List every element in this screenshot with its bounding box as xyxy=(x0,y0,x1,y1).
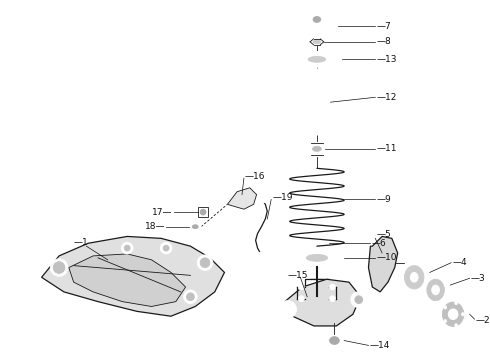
Text: —2: —2 xyxy=(475,316,490,325)
Text: —16: —16 xyxy=(245,172,266,181)
Ellipse shape xyxy=(307,107,326,113)
Ellipse shape xyxy=(200,209,206,215)
Text: —5: —5 xyxy=(376,230,391,239)
Text: —7: —7 xyxy=(376,22,391,31)
Text: —1: —1 xyxy=(74,238,88,247)
Ellipse shape xyxy=(304,69,330,76)
Polygon shape xyxy=(285,279,361,326)
Ellipse shape xyxy=(305,80,329,87)
Text: —15: —15 xyxy=(288,271,308,280)
Circle shape xyxy=(160,242,172,254)
Ellipse shape xyxy=(313,17,321,22)
Ellipse shape xyxy=(309,145,325,153)
Bar xyxy=(310,279,324,296)
Circle shape xyxy=(187,293,195,301)
Ellipse shape xyxy=(437,296,469,333)
Ellipse shape xyxy=(303,22,331,31)
Ellipse shape xyxy=(444,306,447,309)
Polygon shape xyxy=(368,237,398,292)
Text: —3: —3 xyxy=(470,274,486,283)
Text: —10: —10 xyxy=(376,253,397,262)
Text: —13: —13 xyxy=(376,55,397,64)
Ellipse shape xyxy=(306,255,328,261)
Polygon shape xyxy=(42,237,224,316)
Ellipse shape xyxy=(257,195,266,203)
Ellipse shape xyxy=(432,285,440,295)
Circle shape xyxy=(355,296,363,303)
Circle shape xyxy=(122,242,133,254)
Ellipse shape xyxy=(444,319,447,323)
Text: —8: —8 xyxy=(376,37,391,46)
Ellipse shape xyxy=(427,279,444,301)
Ellipse shape xyxy=(306,91,328,98)
Ellipse shape xyxy=(305,75,329,82)
Ellipse shape xyxy=(297,252,336,264)
Ellipse shape xyxy=(330,337,339,345)
Ellipse shape xyxy=(190,223,201,231)
Text: —9: —9 xyxy=(376,195,391,204)
Ellipse shape xyxy=(330,284,335,290)
Ellipse shape xyxy=(442,302,464,327)
Circle shape xyxy=(50,259,68,276)
Ellipse shape xyxy=(309,123,325,130)
Ellipse shape xyxy=(325,334,344,347)
Circle shape xyxy=(197,255,213,270)
Ellipse shape xyxy=(421,273,450,307)
Ellipse shape xyxy=(455,324,458,327)
Text: —19: —19 xyxy=(272,193,293,202)
Text: 18—: 18— xyxy=(145,222,165,231)
Ellipse shape xyxy=(298,284,304,290)
Ellipse shape xyxy=(294,19,339,33)
Ellipse shape xyxy=(310,39,324,45)
Text: —11: —11 xyxy=(376,144,397,153)
Ellipse shape xyxy=(308,117,325,124)
Circle shape xyxy=(184,290,197,303)
Ellipse shape xyxy=(308,112,326,119)
Text: —6: —6 xyxy=(371,239,386,248)
Ellipse shape xyxy=(298,296,304,302)
Bar xyxy=(305,279,329,306)
Ellipse shape xyxy=(309,128,325,135)
Ellipse shape xyxy=(330,296,335,302)
Bar xyxy=(198,207,208,217)
Text: —14: —14 xyxy=(369,341,390,350)
Ellipse shape xyxy=(448,309,458,320)
Ellipse shape xyxy=(302,69,332,77)
Ellipse shape xyxy=(399,259,430,296)
Ellipse shape xyxy=(307,128,327,135)
Ellipse shape xyxy=(306,96,327,103)
Circle shape xyxy=(200,258,210,267)
Ellipse shape xyxy=(462,312,465,316)
Polygon shape xyxy=(69,254,186,306)
Ellipse shape xyxy=(308,18,326,27)
Circle shape xyxy=(279,301,296,318)
Circle shape xyxy=(124,245,130,251)
Ellipse shape xyxy=(257,252,266,260)
Circle shape xyxy=(53,262,65,273)
Ellipse shape xyxy=(455,301,458,305)
Ellipse shape xyxy=(307,102,327,108)
Ellipse shape xyxy=(308,57,326,62)
Ellipse shape xyxy=(306,85,328,92)
Polygon shape xyxy=(227,188,257,209)
Ellipse shape xyxy=(292,51,342,67)
Text: —4: —4 xyxy=(452,258,467,267)
Text: —12: —12 xyxy=(376,93,396,102)
Ellipse shape xyxy=(313,40,321,44)
Circle shape xyxy=(351,292,367,307)
Circle shape xyxy=(163,245,169,251)
Ellipse shape xyxy=(193,225,198,229)
Ellipse shape xyxy=(299,54,334,65)
Ellipse shape xyxy=(404,266,424,289)
Text: 17—: 17— xyxy=(152,208,173,217)
Ellipse shape xyxy=(290,249,344,267)
Ellipse shape xyxy=(313,147,321,151)
Ellipse shape xyxy=(410,273,418,282)
